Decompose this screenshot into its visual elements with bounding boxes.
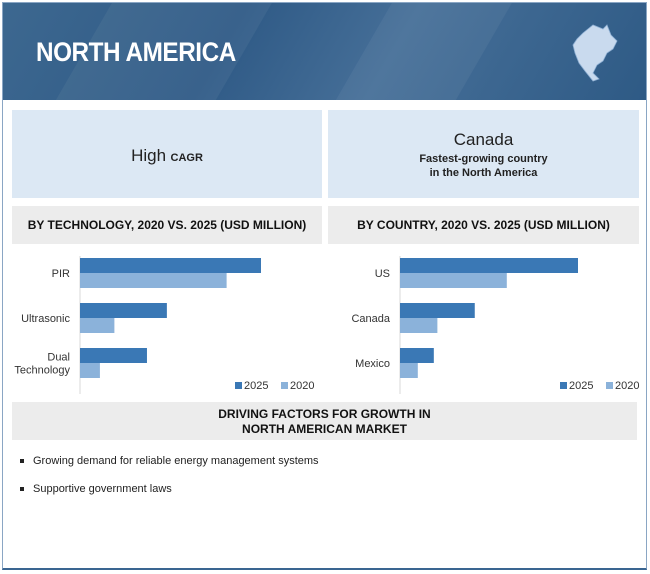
category-label: Canada xyxy=(351,313,390,325)
bar-2020-mexico xyxy=(400,363,418,378)
bar-2025-dual-technology xyxy=(80,348,147,363)
fastest-country-panel: Canada Fastest-growing country in the No… xyxy=(328,110,639,198)
legend-label: 2025 xyxy=(244,380,268,392)
cagr-label: High xyxy=(131,146,167,165)
bar-2025-ultrasonic xyxy=(80,303,167,318)
legend-swatch-2025 xyxy=(560,382,567,389)
cagr-small: CAGR xyxy=(170,152,203,164)
header-banner: NORTH AMERICA xyxy=(3,3,646,100)
bar-2020-ultrasonic xyxy=(80,318,115,333)
legend-label: 2025 xyxy=(569,380,593,392)
category-label: PIR xyxy=(52,268,70,280)
bar-2020-pir xyxy=(80,273,227,288)
cagr-panel: High CAGR xyxy=(12,110,322,198)
country-chart-title: BY COUNTRY, 2020 VS. 2025 (USD MILLION) xyxy=(328,206,639,244)
country-name: Canada xyxy=(453,130,514,149)
bar-2025-canada xyxy=(400,303,475,318)
driving-factor-item: Growing demand for reliable energy manag… xyxy=(20,455,319,467)
bar-2025-us xyxy=(400,258,578,273)
technology-chart-title: BY TECHNOLOGY, 2020 VS. 2025 (USD MILLIO… xyxy=(12,206,322,244)
bar-2020-canada xyxy=(400,318,438,333)
driving-title-2: NORTH AMERICAN MARKET xyxy=(242,422,407,436)
category-label: US xyxy=(375,268,390,280)
legend-swatch-2025 xyxy=(235,382,242,389)
legend-label: 2020 xyxy=(290,380,314,392)
category-label: Dual xyxy=(47,352,70,364)
page-title: NORTH AMERICA xyxy=(36,37,236,67)
category-label: Technology xyxy=(14,365,70,377)
driving-factor-item: Supportive government laws xyxy=(20,483,172,495)
bar-2025-mexico xyxy=(400,348,434,363)
legend-swatch-2020 xyxy=(281,382,288,389)
bar-2025-pir xyxy=(80,258,261,273)
country-desc-1: Fastest-growing country xyxy=(419,153,548,165)
country-desc-2: in the North America xyxy=(429,167,538,179)
north-america-map-icon xyxy=(572,24,618,82)
driving-title-1: DRIVING FACTORS FOR GROWTH IN xyxy=(218,407,431,421)
legend-label: 2020 xyxy=(615,380,639,392)
country-chart: US Canada Mexico 2025 2020 xyxy=(351,256,639,394)
driving-factors-band: DRIVING FACTORS FOR GROWTH IN NORTH AMER… xyxy=(12,402,637,440)
category-label: Mexico xyxy=(355,358,390,370)
bar-2020-us xyxy=(400,273,507,288)
legend-swatch-2020 xyxy=(606,382,613,389)
bar-2020-dual-technology xyxy=(80,363,100,378)
category-label: Ultrasonic xyxy=(21,313,70,325)
